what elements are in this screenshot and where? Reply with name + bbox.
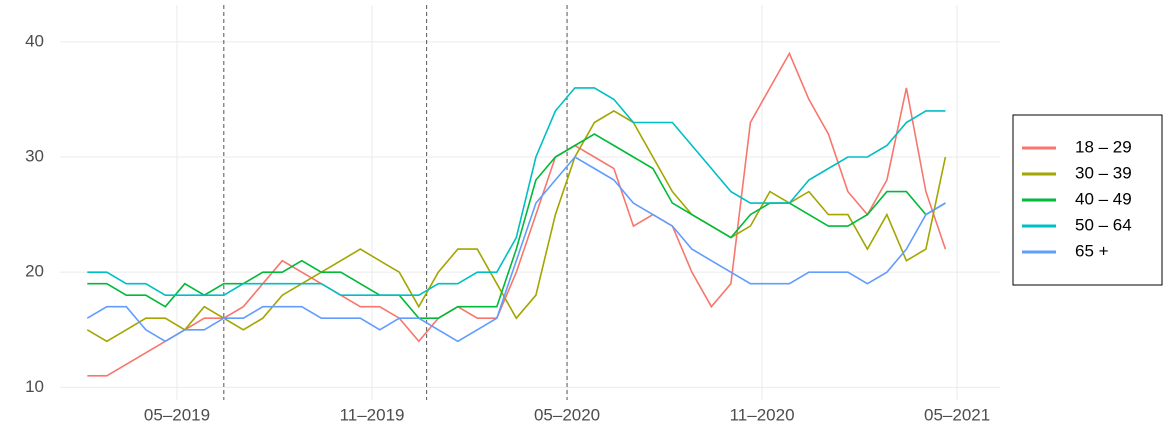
grid: 10 20 30 40 05–2019 11–2019 05–2020 11–2020 05–2…	[25, 5, 1000, 424]
x-tick-label: 05–2019	[144, 405, 210, 424]
legend-label: 50 – 64	[1075, 215, 1132, 234]
legend-label: 18 – 29	[1075, 137, 1132, 156]
legend-label: 65 +	[1075, 241, 1109, 260]
y-tick-label: 30	[25, 146, 44, 165]
legend-label: 30 – 39	[1075, 163, 1132, 182]
lines	[86, 51, 947, 377]
y-tick-label: 10	[25, 377, 44, 396]
x-tick-label: 05–2021	[924, 405, 990, 424]
legend-label: 40 – 49	[1075, 189, 1132, 208]
x-tick-label: 11–2020	[730, 405, 795, 424]
series-line	[87, 87, 946, 296]
series-line	[87, 133, 946, 319]
series-line	[87, 51, 947, 377]
y-tick-label: 40	[25, 31, 44, 50]
x-tick-label: 05–2020	[534, 405, 600, 424]
series-line	[86, 109, 947, 343]
x-tick-label: 11–2019	[340, 405, 405, 424]
series-line	[86, 155, 946, 343]
legend: 18 – 29 30 – 39 40 – 49 50 – 64 65 +	[1022, 137, 1132, 260]
y-tick-label: 20	[25, 262, 44, 281]
